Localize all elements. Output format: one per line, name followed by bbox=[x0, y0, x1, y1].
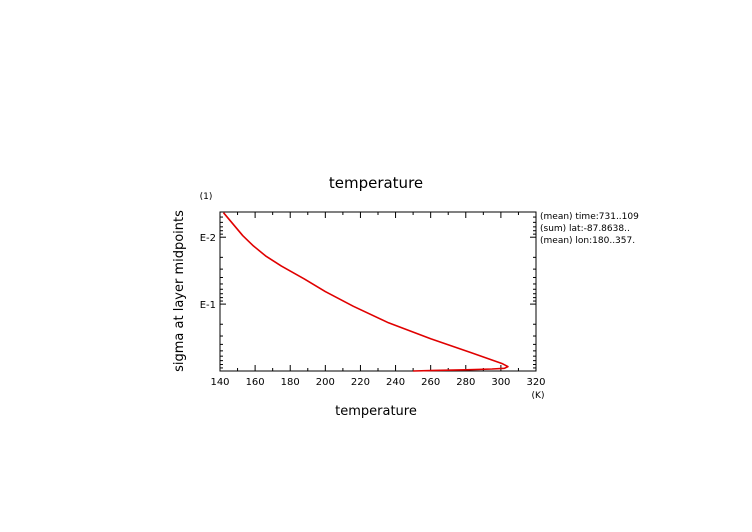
x-tick-label: 320 bbox=[526, 377, 545, 388]
x-tick-label: 300 bbox=[491, 377, 510, 388]
plot-frame bbox=[219, 211, 537, 372]
y-axis-ticks: E-2 E-1 bbox=[200, 216, 536, 369]
y-tick-label: E-2 bbox=[200, 233, 216, 244]
temperature-series-line bbox=[222, 212, 509, 372]
annotation-lat: (sum) lat:-87.8638.. bbox=[540, 224, 630, 234]
x-tick-label: 180 bbox=[281, 377, 300, 388]
annotation-lon: (mean) lon:180..357. bbox=[540, 236, 635, 246]
x-tick-label: 140 bbox=[210, 377, 229, 388]
chart-title: temperature bbox=[329, 174, 423, 192]
x-tick-label: 220 bbox=[351, 377, 370, 388]
x-tick-label: 240 bbox=[386, 377, 405, 388]
x-tick-label: 260 bbox=[421, 377, 440, 388]
x-axis-ticks: 140 160 180 200 220 240 260 280 300 320 bbox=[210, 212, 546, 388]
x-tick-label: 280 bbox=[456, 377, 475, 388]
y-axis-unit: (1) bbox=[200, 192, 213, 202]
x-tick-label: 160 bbox=[246, 377, 265, 388]
y-axis-label: sigma at layer midpoints bbox=[172, 210, 187, 372]
y-tick-label: E-1 bbox=[200, 300, 216, 311]
x-tick-label: 200 bbox=[316, 377, 335, 388]
annotation-time: (mean) time:731..109 bbox=[540, 212, 639, 222]
x-axis-unit: (K) bbox=[532, 391, 545, 401]
x-axis-label: temperature bbox=[335, 404, 417, 419]
